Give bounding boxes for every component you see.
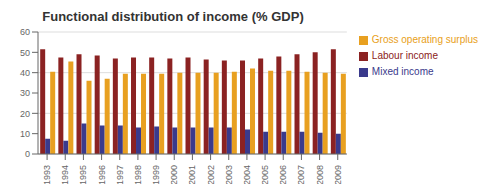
svg-text:0: 0 bbox=[25, 149, 30, 159]
svg-text:2005: 2005 bbox=[260, 165, 270, 184]
html-text:Gross operating surplus: Gross operating surplus bbox=[371, 34, 478, 45]
html-text:Functional distribution of inc: Functional distribution of income (% GDP… bbox=[42, 9, 304, 24]
svg-text:10: 10 bbox=[20, 129, 30, 139]
html-text:Mixed income: Mixed income bbox=[371, 66, 434, 77]
svg-text:2004: 2004 bbox=[242, 165, 252, 184]
svg-text:50: 50 bbox=[20, 48, 30, 58]
svg-text:1993: 1993 bbox=[42, 165, 52, 184]
svg-text:2008: 2008 bbox=[315, 165, 325, 184]
svg-text:2000: 2000 bbox=[169, 165, 179, 184]
svg-text:2009: 2009 bbox=[333, 165, 343, 184]
svg-text:1997: 1997 bbox=[115, 165, 125, 184]
svg-text:1996: 1996 bbox=[97, 165, 107, 184]
svg-text:2002: 2002 bbox=[206, 165, 216, 184]
svg-text:60: 60 bbox=[20, 27, 30, 37]
svg-text:2007: 2007 bbox=[296, 165, 306, 184]
html-text:Labour income: Labour income bbox=[371, 50, 438, 61]
svg-text:2001: 2001 bbox=[187, 165, 197, 184]
svg-text:40: 40 bbox=[20, 68, 30, 78]
svg-text:1995: 1995 bbox=[78, 165, 88, 184]
svg-text:1998: 1998 bbox=[133, 165, 143, 184]
svg-text:20: 20 bbox=[20, 109, 30, 119]
svg-text:2003: 2003 bbox=[224, 165, 234, 184]
svg-text:2006: 2006 bbox=[278, 165, 288, 184]
svg-text:1999: 1999 bbox=[151, 165, 161, 184]
svg-text:30: 30 bbox=[20, 88, 30, 98]
svg-text:1994: 1994 bbox=[60, 165, 70, 184]
